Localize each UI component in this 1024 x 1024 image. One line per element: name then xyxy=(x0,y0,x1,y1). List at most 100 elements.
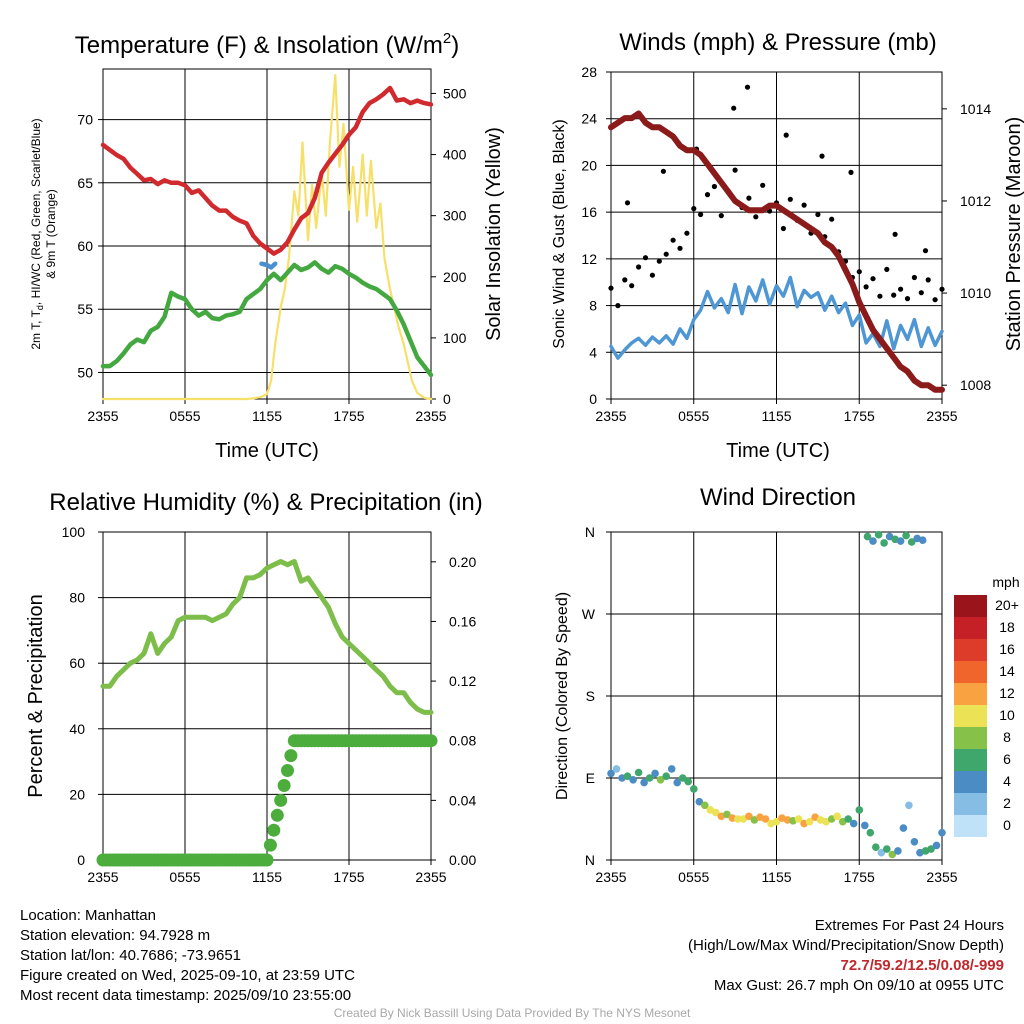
wind-direction-point xyxy=(612,765,621,773)
wind-direction-point xyxy=(905,801,913,810)
gust-point xyxy=(760,182,766,188)
temp-ytick-label: 70 xyxy=(77,112,93,128)
figure-created: Figure created on Wed, 2025-09-10, at 23… xyxy=(20,967,355,984)
temp-xtick-label: 2355 xyxy=(87,408,118,424)
wdir-xtick-label: 2355 xyxy=(926,869,957,885)
wind-direction-point xyxy=(866,828,875,837)
dewpoint-line xyxy=(100,260,434,378)
relative-humidity-line xyxy=(100,559,434,715)
wind-direction-point xyxy=(690,785,698,793)
wind-direction-point xyxy=(910,838,919,846)
rh-ylabel: Percent & Precipitation xyxy=(25,594,47,797)
wind-direction-point xyxy=(849,819,858,828)
recent-timestamp: Most recent data timestamp: 2025/09/10 2… xyxy=(20,987,352,1004)
speed-legend-label: 12 xyxy=(999,685,1015,701)
wind-direction-point xyxy=(640,778,648,787)
wind-direction-point xyxy=(869,537,877,545)
gust-point xyxy=(787,196,793,202)
winds-ytick-right-label: 1010 xyxy=(960,285,991,301)
winds-ylabel: Sonic Wind & Gust (Blue, Black) xyxy=(551,119,568,348)
station-info: Location: Manhattan Station elevation: 9… xyxy=(20,906,355,1006)
rh-chart-title: Relative Humidity (%) & Precipitation (i… xyxy=(49,489,482,516)
gust-point xyxy=(732,167,738,173)
gust-point xyxy=(642,255,649,261)
temp-xtick-label: 0555 xyxy=(169,408,200,424)
wind-direction-point xyxy=(712,808,720,817)
wind-direction-point xyxy=(651,769,659,778)
temp-ytick-label: 65 xyxy=(77,175,93,191)
rh-xtick-label: 1755 xyxy=(333,869,364,885)
gust-point xyxy=(660,168,667,174)
speed-legend-swatch xyxy=(954,683,987,705)
precipitation-point xyxy=(263,838,277,852)
wind-direction-point xyxy=(888,850,897,859)
temp-ytick-label: 55 xyxy=(77,301,93,317)
temp-ylabel-part3: , HI/WC (Red, Green, Scarlet/Blue) xyxy=(29,118,43,305)
gust-point xyxy=(744,84,751,90)
wind-direction-point xyxy=(805,817,814,826)
gust-point xyxy=(615,303,621,309)
speed-legend-label: 2 xyxy=(1003,795,1011,811)
wind-direction-point xyxy=(634,768,643,777)
speed-legend-swatch xyxy=(954,727,987,749)
speed-legend-swatch xyxy=(954,749,987,771)
speed-legend-swatch xyxy=(954,793,987,815)
gust-point xyxy=(911,274,918,281)
speed-legend-title: mph xyxy=(992,574,1019,590)
wdir-ytick-label: S xyxy=(586,688,595,704)
wind-direction-point xyxy=(684,777,692,786)
winds-ytick-right-label: 1012 xyxy=(960,193,991,209)
gust-point xyxy=(939,286,945,292)
wind-direction-point xyxy=(880,539,888,547)
wind-direction-point xyxy=(607,769,615,778)
gust-point xyxy=(863,284,869,290)
wind-direction-point xyxy=(667,765,676,773)
wdir-chart-title: Wind Direction xyxy=(700,484,856,511)
temp-ytick-right-label: 0 xyxy=(443,391,451,407)
temp-ytick-label: 60 xyxy=(77,238,93,254)
gust-point xyxy=(704,192,711,198)
wind-direction-point xyxy=(863,532,872,541)
wind-direction-point xyxy=(662,772,670,780)
rh-ytick-right-label: 0.04 xyxy=(449,792,476,808)
speed-legend-label: 10 xyxy=(999,707,1015,723)
wind-direction-point xyxy=(855,806,864,814)
gust-point xyxy=(656,258,662,264)
winds-ytick-label: 12 xyxy=(581,251,597,267)
wind-direction-point xyxy=(723,810,731,819)
winds-xtick-label: 2355 xyxy=(595,408,626,424)
gust-point xyxy=(718,213,724,219)
temp-xlabel: Time (UTC) xyxy=(215,440,319,462)
speed-legend-swatch xyxy=(954,639,987,661)
rh-ytick-label: 0 xyxy=(77,852,85,868)
precipitation-point xyxy=(267,823,281,837)
winds-ytick-label: 16 xyxy=(581,204,597,220)
gust-point xyxy=(753,214,759,220)
rh-xtick-label: 2355 xyxy=(87,869,118,885)
winds-xlabel: Time (UTC) xyxy=(726,440,830,462)
precipitation-point xyxy=(277,779,291,792)
speed-legend-label: 0 xyxy=(1003,817,1011,833)
wdir-ytick-label: N xyxy=(585,852,595,868)
wdir-xtick-label: 1755 xyxy=(844,869,875,885)
sonic-wind-line xyxy=(609,275,944,360)
gust-point xyxy=(691,206,697,212)
gust-point xyxy=(622,277,628,283)
temperature-line xyxy=(100,85,434,256)
gust-point xyxy=(780,225,787,232)
precipitation-point xyxy=(274,793,288,807)
temp-ylabel-part1: 2m T, T xyxy=(29,309,43,349)
wind-direction-point xyxy=(907,538,916,546)
wind-direction-point xyxy=(896,537,905,545)
rh-ytick-label: 80 xyxy=(69,590,85,606)
credit-line: Created By Nick Bassill Using Data Provi… xyxy=(333,1006,691,1020)
precipitation-point xyxy=(260,853,274,867)
winds-ylabel-right: Station Pressure (Maroon) xyxy=(1003,117,1024,352)
gust-point xyxy=(801,202,807,208)
wind-direction-point xyxy=(938,828,946,837)
rh-ytick-right-label: 0.08 xyxy=(449,733,476,749)
wind-direction-point xyxy=(844,815,852,823)
wind-direction-point xyxy=(902,531,910,540)
rh-ytick-label: 20 xyxy=(69,786,85,802)
gust-point xyxy=(698,211,704,218)
